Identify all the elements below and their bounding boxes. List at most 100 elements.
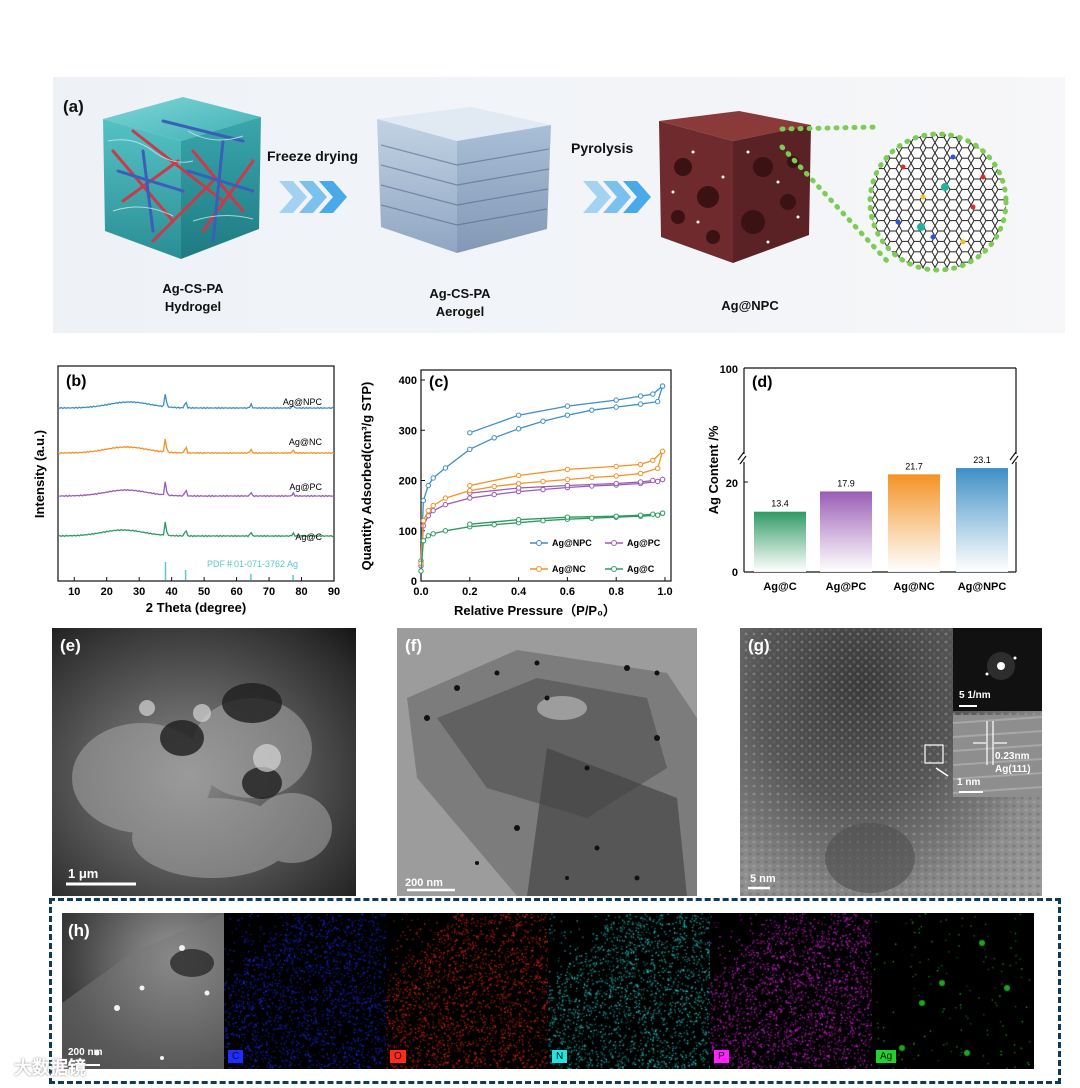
bet-point	[650, 457, 656, 464]
haadf-scale-bar-label: 200 nm	[68, 1047, 103, 1058]
bar-value-label: 13.4	[771, 499, 789, 509]
map-p: P	[710, 913, 872, 1069]
ag-content-bar-chart: (d) 100 20 0 Ag Content /% 13.4 Ag@C 17.9 A…	[706, 364, 1019, 593]
bet-legend-label: Ag@NPC	[552, 538, 592, 548]
bet-point	[515, 480, 522, 487]
lattice-inset: 1 nm 0.23nm Ag(111)	[952, 715, 1042, 797]
pyrolysis-label: Pyrolysis	[571, 140, 634, 156]
xrd-reference-label: PDF＃01-071-3762 Ag	[207, 559, 298, 569]
bet-point	[613, 480, 619, 487]
eds-mapping-panel: 200 nm (h) C O N P Ag	[49, 898, 1061, 1084]
bet-point	[659, 448, 666, 455]
bet-series-group	[418, 383, 666, 574]
bet-legend: Ag@NPC Ag@PC Ag@NC Ag@C	[530, 538, 661, 574]
panel-e-label: (e)	[60, 636, 81, 655]
bar-ytick-20: 20	[726, 478, 738, 490]
bet-point	[564, 482, 571, 489]
bet-x-tick-label: 0.0	[413, 586, 428, 598]
bar-ytick-0: 0	[732, 567, 738, 579]
panel-g-label: (g)	[748, 636, 770, 655]
bet-point	[515, 485, 522, 491]
bet-point	[515, 426, 522, 432]
bet-point	[467, 487, 473, 494]
sem-image: (e) 1 μm	[52, 628, 356, 896]
xrd-x-tick-label: 80	[295, 586, 307, 598]
map-n: N	[548, 913, 710, 1069]
fft-inset: 5 1/nm	[953, 628, 1042, 711]
bet-y-tick-label: 100	[399, 526, 417, 538]
panel-f-label: (f)	[405, 636, 422, 655]
xrd-series-line	[57, 481, 335, 498]
bet-x-ticks: 0.0 0.2 0.4 0.6 0.8 1.0	[413, 577, 673, 598]
fft-pattern	[959, 652, 1017, 707]
bet-point	[613, 513, 619, 519]
xrd-x-tick-label: 40	[166, 586, 178, 598]
bar	[888, 474, 940, 572]
bet-point	[467, 521, 473, 527]
bar-category-label: Ag@C	[763, 581, 796, 593]
bet-point	[467, 495, 473, 501]
carbon-lattice-zoom-illustration	[867, 131, 1009, 273]
bar-value-label: 23.1	[973, 455, 991, 465]
bet-point	[613, 397, 619, 403]
bet-point	[540, 418, 546, 424]
bet-point	[564, 476, 571, 483]
fft-scale-bar-label: 5 1/nm	[959, 690, 991, 701]
panel-d-label: (d)	[752, 374, 772, 391]
bet-point	[613, 404, 619, 410]
bar-category-label: Ag@NPC	[958, 581, 1007, 593]
map-ag: Ag	[872, 913, 1034, 1069]
hrtem-scale-bar-label: 5 nm	[750, 873, 776, 885]
bet-point	[418, 568, 424, 574]
bet-desorption-line	[469, 385, 664, 434]
bet-x-tick-label: 0.8	[609, 586, 624, 598]
xrd-x-axis-label: 2 Theta (degree)	[146, 600, 246, 615]
bar-value-label: 21.7	[905, 461, 923, 471]
xrd-series-line	[57, 521, 335, 538]
hrtem-image: (g) 5 nm 5 1/nm 1 nm 0.23nm Ag(111)	[740, 628, 1042, 896]
map-o-dots	[386, 913, 548, 1069]
xrd-x-ticks: 10 20 30 40 50 60 70 80 90	[68, 577, 340, 598]
map-c: C	[224, 913, 386, 1069]
bet-point	[564, 403, 571, 409]
bet-x-tick-label: 0.4	[511, 586, 527, 598]
bet-point	[637, 461, 644, 468]
bet-point	[491, 435, 497, 441]
bet-point	[491, 483, 497, 490]
xrd-x-tick-label: 50	[198, 586, 210, 598]
zoom-connector	[779, 124, 891, 265]
bet-point	[613, 473, 619, 479]
bet-point	[650, 477, 656, 484]
sem-scale-bar-label: 1 μm	[68, 866, 99, 881]
bet-x-tick-label: 1.0	[657, 586, 672, 598]
bet-point	[589, 515, 595, 521]
haadf-texture	[62, 913, 224, 1069]
bar-category-label: Ag@PC	[826, 581, 867, 593]
bet-point	[654, 512, 661, 518]
bet-point	[467, 446, 473, 453]
bar-series-group: 13.4 Ag@C 17.9 Ag@PC 21.7 Ag@NC 23.1 Ag@NPC	[754, 455, 1008, 593]
bet-legend-label: Ag@NC	[552, 564, 586, 574]
bet-point	[654, 478, 661, 485]
tem-texture	[407, 650, 697, 896]
bet-point	[654, 398, 661, 405]
bet-point	[654, 465, 661, 472]
bet-point	[637, 512, 644, 518]
xrd-x-tick-label: 70	[263, 586, 275, 598]
map-o-tag: O	[390, 1050, 406, 1063]
bet-point	[467, 430, 473, 436]
haadf-image: 200 nm	[62, 913, 224, 1069]
bar	[956, 468, 1008, 572]
lattice-scale-bar-label: 1 nm	[957, 777, 981, 788]
hydrogel-cube-illustration	[103, 97, 261, 259]
bet-point	[613, 463, 619, 470]
bet-y-ticks: 0 100 200 300 400	[399, 375, 425, 588]
map-o: O	[386, 913, 548, 1069]
bet-point	[564, 466, 571, 473]
bet-point	[420, 538, 427, 544]
bet-point	[515, 472, 522, 479]
bar-y-axis-label: Ag Content /%	[706, 425, 721, 514]
bet-point	[425, 482, 432, 489]
bet-legend-marker	[536, 540, 542, 546]
bet-point	[430, 507, 436, 514]
